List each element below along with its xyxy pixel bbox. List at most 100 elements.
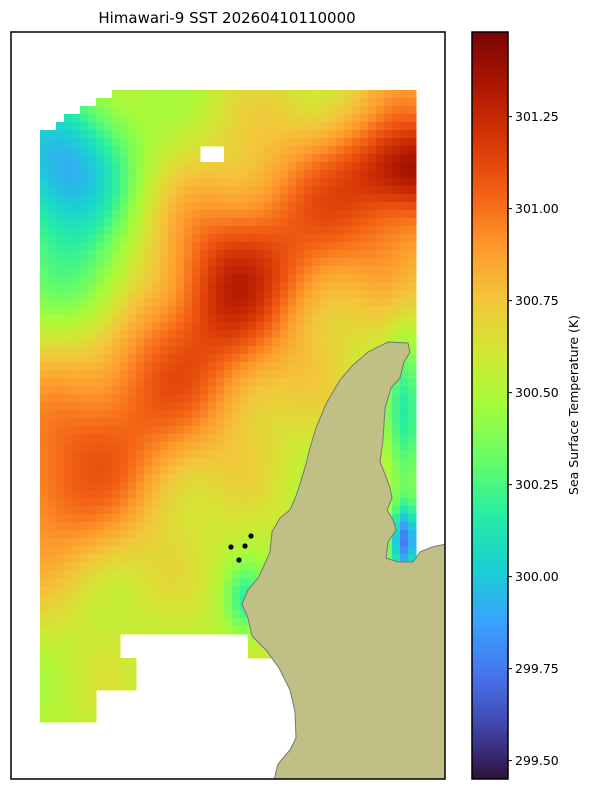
- sst-cell: [48, 234, 57, 243]
- sst-cell: [248, 546, 257, 555]
- sst-cell: [104, 146, 113, 155]
- sst-cell: [56, 122, 65, 131]
- sst-cell: [304, 178, 313, 187]
- sst-cell: [48, 618, 57, 627]
- sst-cell: [88, 314, 97, 323]
- sst-cell: [160, 106, 169, 115]
- sst-cell: [40, 330, 49, 339]
- sst-cell: [176, 522, 185, 531]
- sst-cell: [144, 562, 153, 571]
- sst-cell: [64, 490, 73, 499]
- sst-cell: [264, 394, 273, 403]
- sst-cell: [72, 122, 81, 131]
- sst-cell: [360, 242, 369, 251]
- sst-cell: [384, 266, 393, 275]
- sst-cell: [288, 154, 297, 163]
- sst-cell: [360, 290, 369, 299]
- sst-cell: [272, 242, 281, 251]
- sst-cell: [344, 242, 353, 251]
- sst-cell: [304, 122, 313, 131]
- sst-cell: [328, 154, 337, 163]
- sst-cell: [336, 354, 345, 363]
- sst-cell: [320, 314, 329, 323]
- sst-cell: [184, 506, 193, 515]
- sst-cell: [400, 98, 409, 107]
- sst-cell: [152, 98, 161, 107]
- sst-cell: [248, 418, 257, 427]
- sst-cell: [104, 530, 113, 539]
- sst-cell: [72, 714, 81, 723]
- sst-cell: [192, 322, 201, 331]
- sst-cell: [264, 538, 273, 547]
- sst-cell: [336, 298, 345, 307]
- sst-cell: [72, 338, 81, 347]
- sst-cell: [304, 434, 313, 443]
- sst-cell: [320, 250, 329, 259]
- sst-cell: [192, 594, 201, 603]
- sst-cell: [80, 570, 89, 579]
- sst-cell: [112, 570, 121, 579]
- sst-cell: [72, 578, 81, 587]
- sst-cell: [304, 154, 313, 163]
- sst-cell: [80, 498, 89, 507]
- sst-cell: [104, 218, 113, 227]
- sst-cell: [304, 258, 313, 267]
- sst-cell: [88, 618, 97, 627]
- sst-cell: [48, 258, 57, 267]
- sst-cell: [376, 154, 385, 163]
- sst-cell: [136, 106, 145, 115]
- sst-cell: [344, 258, 353, 267]
- sst-cell: [128, 306, 137, 315]
- sst-cell: [344, 114, 353, 123]
- sst-cell: [232, 218, 241, 227]
- sst-cell: [128, 186, 137, 195]
- sst-cell: [384, 170, 393, 179]
- sst-cell: [96, 674, 105, 683]
- colorbar-tick-label: 300.25: [515, 477, 559, 492]
- sst-cell: [128, 490, 137, 499]
- sst-cell: [184, 218, 193, 227]
- sst-cell: [376, 146, 385, 155]
- sst-cell: [248, 106, 257, 115]
- sst-cell: [80, 354, 89, 363]
- sst-cell: [160, 114, 169, 123]
- sst-cell: [88, 162, 97, 171]
- sst-cell: [248, 442, 257, 451]
- sst-cell: [88, 434, 97, 443]
- sst-cell: [112, 674, 121, 683]
- sst-cell: [72, 170, 81, 179]
- sst-cell: [176, 218, 185, 227]
- sst-cell: [368, 250, 377, 259]
- sst-cell: [216, 586, 225, 595]
- sst-cell: [120, 378, 129, 387]
- sst-cell: [136, 474, 145, 483]
- sst-cell: [344, 98, 353, 107]
- sst-cell: [216, 490, 225, 499]
- sst-cell: [136, 210, 145, 219]
- sst-cell: [248, 522, 257, 531]
- sst-cell: [40, 538, 49, 547]
- sst-cell: [232, 170, 241, 179]
- sst-cell: [400, 434, 409, 443]
- sst-cell: [88, 714, 97, 723]
- sst-cell: [176, 586, 185, 595]
- sst-cell: [168, 562, 177, 571]
- sst-cell: [184, 434, 193, 443]
- sst-cell: [192, 138, 201, 147]
- sst-cell: [64, 498, 73, 507]
- sst-cell: [224, 610, 233, 619]
- sst-cell: [120, 426, 129, 435]
- sst-cell: [152, 490, 161, 499]
- sst-cell: [240, 418, 249, 427]
- sst-cell: [272, 322, 281, 331]
- sst-cell: [64, 522, 73, 531]
- sst-cell: [264, 402, 273, 411]
- sst-cell: [56, 490, 65, 499]
- sst-cell: [152, 594, 161, 603]
- sst-cell: [240, 202, 249, 211]
- sst-cell: [200, 586, 209, 595]
- sst-cell: [304, 226, 313, 235]
- sst-cell: [232, 482, 241, 491]
- sst-cell: [288, 186, 297, 195]
- sst-cell: [56, 442, 65, 451]
